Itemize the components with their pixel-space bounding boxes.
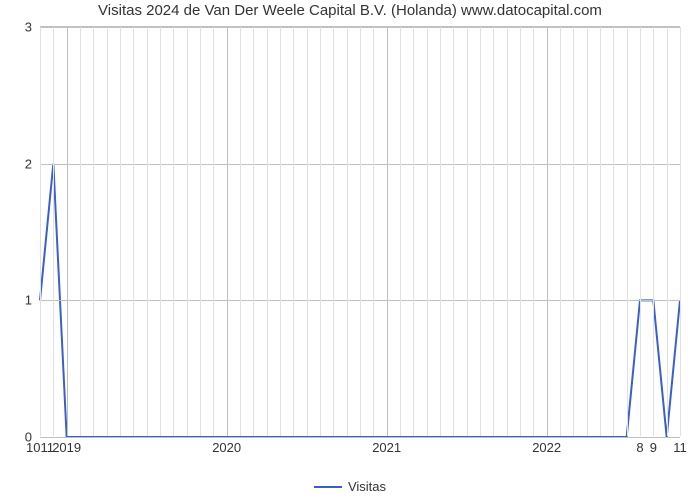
gridline-v-minor bbox=[93, 27, 94, 436]
gridline-v-minor bbox=[267, 27, 268, 436]
gridline-v-minor bbox=[507, 27, 508, 436]
gridline-v-minor bbox=[53, 27, 54, 436]
gridline-v-minor bbox=[640, 27, 641, 436]
gridline-v-minor bbox=[667, 27, 668, 436]
gridline-v-minor bbox=[40, 27, 41, 436]
gridline-v-minor bbox=[453, 27, 454, 436]
gridline-v-minor bbox=[653, 27, 654, 436]
gridline-v-minor bbox=[467, 27, 468, 436]
x-tick-label: 2022 bbox=[532, 436, 561, 455]
gridline-v-minor bbox=[573, 27, 574, 436]
gridline-h bbox=[40, 437, 680, 438]
gridline-v-minor bbox=[133, 27, 134, 436]
gridline-v-minor bbox=[560, 27, 561, 436]
gridline-v-major bbox=[67, 27, 68, 436]
gridline-v-minor bbox=[600, 27, 601, 436]
gridline-v-minor bbox=[627, 27, 628, 436]
gridline-v-minor bbox=[413, 27, 414, 436]
gridline-v-minor bbox=[440, 27, 441, 436]
y-tick-label: 1 bbox=[25, 293, 40, 308]
x-tick-label: 9 bbox=[650, 436, 657, 455]
gridline-v-minor bbox=[533, 27, 534, 436]
x-tick-label: 8 bbox=[636, 436, 643, 455]
legend-swatch bbox=[314, 486, 342, 488]
y-tick-label: 3 bbox=[25, 20, 40, 35]
gridline-v-minor bbox=[160, 27, 161, 436]
gridline-v-minor bbox=[280, 27, 281, 436]
x-tick-label: 11 bbox=[673, 436, 687, 455]
gridline-v-minor bbox=[200, 27, 201, 436]
gridline-v-minor bbox=[120, 27, 121, 436]
gridline-v-major bbox=[227, 27, 228, 436]
y-tick-label: 2 bbox=[25, 156, 40, 171]
gridline-v-minor bbox=[147, 27, 148, 436]
x-tick-label: 1011 bbox=[26, 436, 54, 455]
gridline-v-minor bbox=[320, 27, 321, 436]
gridline-v-minor bbox=[307, 27, 308, 436]
gridline-v-minor bbox=[480, 27, 481, 436]
legend-label: Visitas bbox=[348, 479, 386, 494]
gridline-v-minor bbox=[347, 27, 348, 436]
x-tick-label: 2019 bbox=[52, 436, 81, 455]
plot-area: 0123101120192020202120228911 bbox=[40, 26, 680, 436]
gridline-v-minor bbox=[213, 27, 214, 436]
gridline-v-minor bbox=[253, 27, 254, 436]
gridline-v-minor bbox=[333, 27, 334, 436]
gridline-v-minor bbox=[80, 27, 81, 436]
gridline-v-minor bbox=[427, 27, 428, 436]
gridline-v-minor bbox=[187, 27, 188, 436]
legend: Visitas bbox=[0, 478, 700, 494]
gridline-v-major bbox=[387, 27, 388, 436]
gridline-v-minor bbox=[520, 27, 521, 436]
gridline-v-minor bbox=[360, 27, 361, 436]
gridline-v-minor bbox=[107, 27, 108, 436]
gridline-v-minor bbox=[240, 27, 241, 436]
chart-container: Visitas 2024 de Van Der Weele Capital B.… bbox=[0, 0, 700, 500]
gridline-v-minor bbox=[613, 27, 614, 436]
chart-title: Visitas 2024 de Van Der Weele Capital B.… bbox=[0, 2, 700, 19]
gridline-v-minor bbox=[587, 27, 588, 436]
gridline-v-minor bbox=[680, 27, 681, 436]
x-tick-label: 2021 bbox=[372, 436, 401, 455]
gridline-v-major bbox=[547, 27, 548, 436]
gridline-v-minor bbox=[400, 27, 401, 436]
gridline-v-minor bbox=[493, 27, 494, 436]
x-tick-label: 2020 bbox=[212, 436, 241, 455]
gridline-v-minor bbox=[373, 27, 374, 436]
gridline-v-minor bbox=[293, 27, 294, 436]
gridline-v-minor bbox=[173, 27, 174, 436]
